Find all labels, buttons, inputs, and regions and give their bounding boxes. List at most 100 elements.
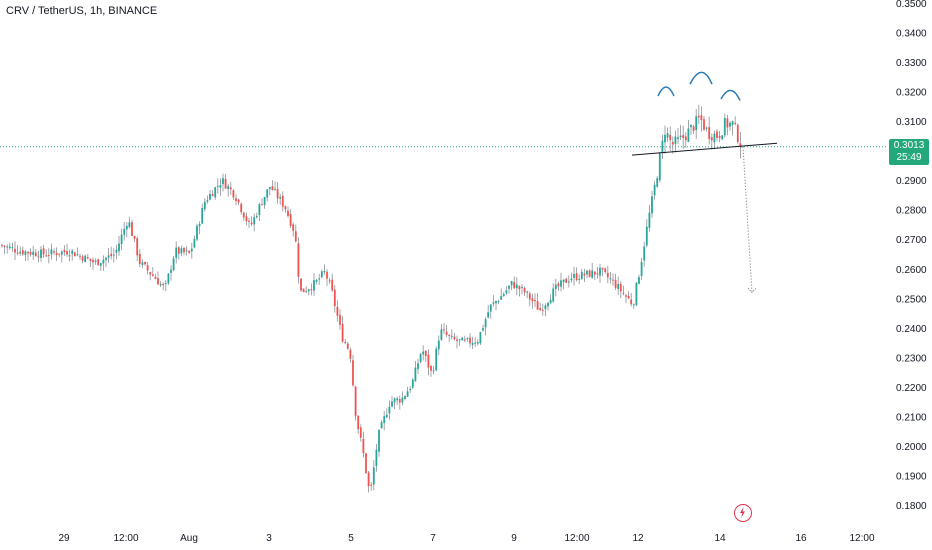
candle-up	[679, 135, 682, 138]
candle-down	[154, 276, 157, 279]
candle-down	[294, 231, 297, 242]
candle-down	[232, 190, 235, 198]
candle-down	[237, 199, 240, 203]
candle-down	[333, 289, 336, 307]
candle-up	[515, 284, 518, 289]
candle-up	[24, 251, 27, 255]
candle-down	[79, 255, 81, 257]
candle-up	[677, 137, 679, 140]
candle-up	[599, 267, 601, 276]
candle-down	[588, 270, 591, 277]
head-and-shoulders-annotation	[631, 71, 778, 294]
candle-up	[227, 186, 230, 189]
candle-down	[593, 271, 596, 275]
y-tick-label: 0.2900	[896, 176, 927, 187]
candle-down	[224, 178, 227, 189]
candle-up	[570, 278, 573, 281]
candle-up	[560, 280, 562, 287]
candle-down	[518, 286, 521, 290]
candle-down	[627, 295, 630, 299]
candle-up	[656, 178, 659, 187]
candle-up	[437, 340, 440, 350]
bar-countdown-label: 25:49	[896, 152, 922, 163]
candle-up	[19, 251, 22, 254]
candle-down	[539, 308, 542, 311]
candle-up	[372, 467, 375, 485]
candle-up	[84, 255, 87, 263]
candle-down	[248, 220, 250, 222]
candle-down	[710, 137, 713, 141]
brand-logo-icon[interactable]	[734, 504, 752, 522]
candle-down	[614, 280, 617, 288]
target-arrow-head	[747, 288, 757, 294]
candle-up	[580, 271, 583, 280]
candle-down	[445, 331, 448, 336]
candle-up	[567, 281, 570, 283]
candle-up	[380, 422, 383, 429]
candle-down	[362, 438, 365, 454]
candle-up	[391, 401, 393, 407]
candle-up	[209, 194, 211, 200]
candle-down	[133, 235, 136, 239]
candle-up	[526, 291, 529, 293]
candle-up	[68, 255, 71, 257]
candle-down	[45, 255, 48, 257]
candle-down	[183, 247, 185, 253]
candle-up	[554, 284, 557, 289]
left-shoulder-arc	[657, 86, 675, 97]
candle-down	[622, 292, 625, 294]
candle-down	[3, 245, 6, 248]
candle-down	[89, 258, 92, 261]
candle-up	[695, 116, 698, 131]
candle-up	[547, 302, 549, 307]
candle-down	[21, 250, 24, 255]
candle-up	[164, 282, 167, 284]
candle-up	[658, 153, 661, 181]
candle-up	[661, 140, 664, 153]
candle-up	[274, 188, 276, 190]
y-tick-label: 0.2600	[896, 265, 927, 276]
candle-down	[326, 271, 328, 279]
candle-up	[266, 189, 269, 198]
candle-up	[99, 263, 102, 266]
chart-title: CRV / TetherUS, 1h, BINANCE	[6, 5, 158, 17]
candle-up	[609, 278, 612, 280]
y-axis: 0.35000.34000.33000.32000.31000.30000.29…	[896, 0, 927, 512]
y-tick-label: 0.2400	[896, 324, 927, 335]
candle-up	[94, 260, 97, 262]
candle-up	[505, 290, 508, 294]
candle-down	[14, 248, 16, 253]
candle-up	[729, 122, 731, 127]
candle-down	[281, 195, 284, 207]
candle-down	[136, 238, 139, 256]
candle-up	[502, 293, 505, 296]
y-tick-label: 0.2700	[896, 235, 927, 246]
candle-down	[734, 123, 737, 125]
candle-up	[11, 247, 14, 249]
candle-up	[170, 269, 172, 273]
candle-down	[531, 298, 534, 302]
candle-up	[172, 258, 175, 271]
candle-up	[489, 304, 492, 312]
candle-up	[393, 398, 396, 403]
candle-up	[495, 301, 497, 304]
x-tick-label: 3	[266, 533, 272, 544]
candle-down	[53, 251, 55, 253]
candle-down	[684, 136, 687, 141]
candle-up	[484, 319, 487, 328]
candle-down	[708, 127, 711, 140]
candle-down	[63, 249, 66, 253]
candle-down	[739, 143, 742, 147]
candle-up	[508, 285, 510, 289]
candle-down	[331, 279, 334, 291]
candle-up	[510, 281, 513, 286]
candle-up	[411, 379, 414, 388]
candle-down	[601, 267, 604, 270]
candle-down	[456, 339, 458, 341]
x-tick-label: 7	[430, 533, 436, 544]
candle-down	[534, 299, 536, 302]
candle-up	[578, 278, 581, 280]
candles	[1, 104, 742, 493]
candle-up	[279, 196, 282, 199]
